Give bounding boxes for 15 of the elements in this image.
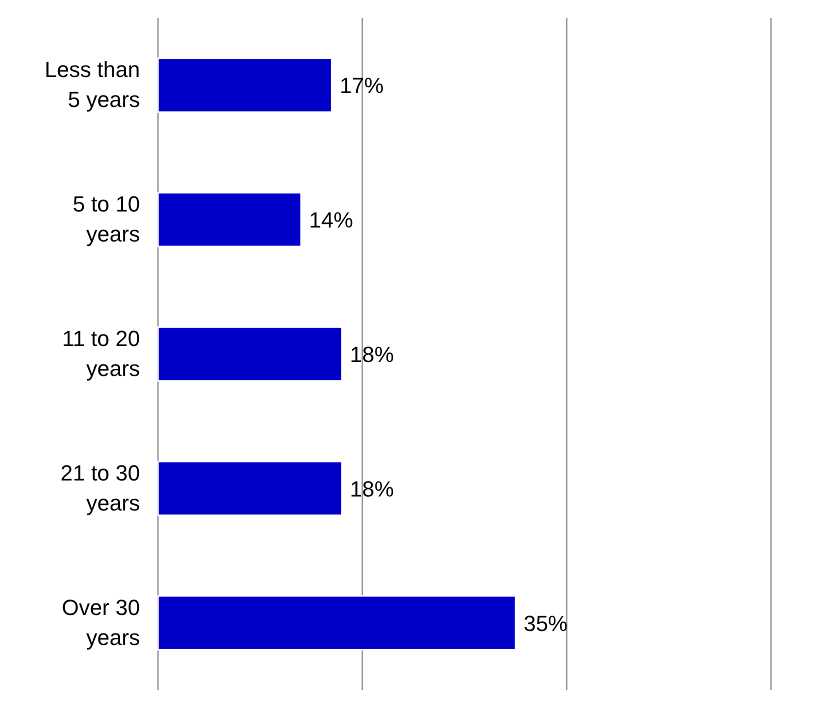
data-label: 35% — [524, 610, 568, 636]
y-tick-label: 5 to 10 years — [72, 192, 140, 247]
data-label: 18% — [350, 342, 394, 367]
y-tick-label: 21 to 30 years — [60, 460, 140, 516]
bar — [157, 326, 343, 382]
y-tick-label: Over 30 years — [62, 594, 140, 650]
data-label: 18% — [350, 476, 394, 502]
y-tick-label: 11 to 20 years — [62, 326, 140, 381]
bar — [157, 460, 343, 516]
bar — [157, 58, 332, 113]
bar — [157, 192, 302, 248]
y-tick-label: Less than 5 years — [44, 57, 140, 112]
bar — [157, 595, 516, 650]
data-label: 17% — [340, 73, 384, 98]
data-label: 14% — [309, 208, 354, 233]
